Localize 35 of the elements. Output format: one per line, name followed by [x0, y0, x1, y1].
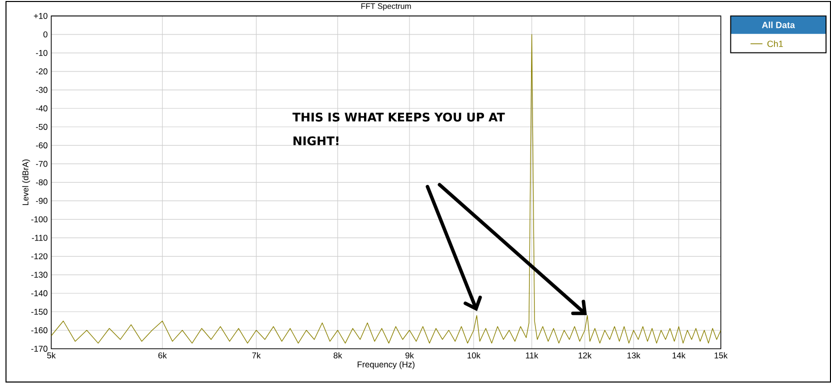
- y-tick-label: -90: [36, 198, 48, 204]
- legend-label: Ch1: [767, 40, 783, 48]
- x-tick-label: 7k: [252, 352, 261, 359]
- y-tick-label: -80: [36, 180, 48, 186]
- x-tick-label: 13k: [627, 352, 640, 359]
- y-tick-label: -20: [36, 68, 48, 75]
- y-tick-label: -110: [32, 235, 48, 242]
- x-tick-label: 10k: [468, 352, 480, 359]
- x-tick-label: 14k: [672, 352, 686, 359]
- y-tick-label: +10: [34, 13, 48, 20]
- x-tick-label: 5k: [47, 352, 56, 359]
- y-tick-label: -120: [31, 254, 48, 260]
- y-tick-label: -10: [36, 50, 48, 56]
- y-tick-label: -130: [31, 272, 48, 278]
- y-tick-label: 0: [43, 32, 48, 38]
- x-tick-label: 15k: [714, 352, 728, 359]
- y-axis-title: Level (dBrA): [22, 160, 30, 206]
- y-tick-label: -150: [31, 309, 48, 315]
- y-tick-label: -40: [36, 106, 48, 112]
- x-tick-label: 11k: [526, 352, 538, 359]
- x-tick-label: 12k: [578, 352, 592, 359]
- x-tick-label: 9k: [405, 352, 414, 359]
- x-axis-title: Frequency (Hz): [358, 361, 414, 370]
- x-tick-label: 8k: [334, 352, 342, 359]
- y-tick-label: -160: [31, 328, 48, 334]
- y-tick-label: -140: [31, 290, 48, 296]
- text: THIS IS WHAT KEEPS YOU UP AT NIGHT!: [292, 112, 505, 146]
- y-tick-label: -30: [36, 87, 48, 94]
- y-tick-label: -50: [36, 124, 48, 130]
- x-tick-label: 6k: [158, 352, 167, 359]
- legend-title: All Data: [762, 22, 795, 28]
- y-tick-label: -60: [36, 142, 48, 149]
- y-tick-label: -170: [31, 346, 48, 352]
- y-tick-label: -70: [36, 161, 48, 168]
- y-tick-label: -100: [31, 216, 48, 223]
